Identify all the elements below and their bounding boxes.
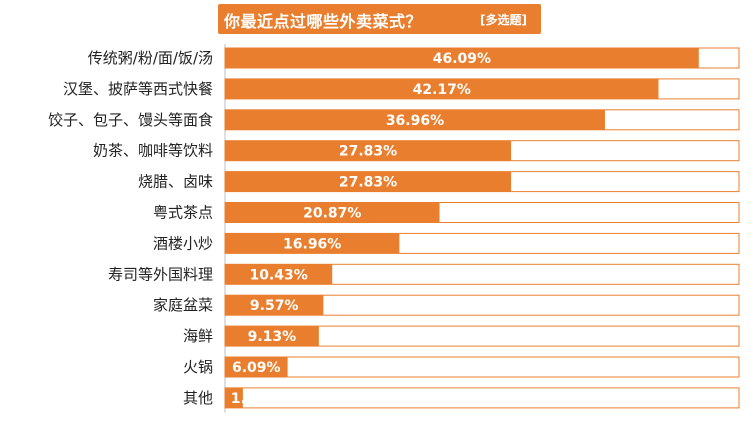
bar [225, 78, 659, 99]
data-label: 20.87% [303, 206, 361, 222]
data-label: 10.43% [249, 267, 307, 283]
data-label: 1.74% [231, 391, 280, 407]
data-label: 9.57% [250, 298, 299, 314]
bar [225, 48, 699, 68]
category-label: 火锅 [183, 358, 213, 376]
bar [225, 295, 324, 316]
category-label: 奶茶、咖啡等饮料 [93, 142, 213, 160]
category-label: 粤式茶点 [153, 204, 213, 222]
bar [225, 140, 512, 161]
bar-track [224, 387, 740, 409]
bar [225, 326, 319, 347]
chart-title-box: 你最近点过哪些外卖菜式？ [多选题] [218, 4, 541, 34]
category-label: 家庭盆菜 [153, 296, 213, 314]
bar [225, 387, 243, 408]
chart-title: 你最近点过哪些外卖菜式？ [224, 12, 423, 31]
category-label: 海鲜 [183, 327, 213, 345]
category-label: 饺子、包子、馒头等面食 [48, 111, 213, 129]
data-label: 16.96% [283, 236, 341, 252]
bar [225, 109, 605, 130]
category-label: 传统粥/粉/面/饭/汤 [88, 49, 213, 67]
data-label: 46.09% [433, 51, 491, 67]
bar [225, 233, 400, 254]
bar [225, 171, 512, 192]
category-label: 寿司等外国料理 [108, 265, 213, 283]
bar-track [224, 356, 740, 378]
category-label: 烧腊、卤味 [138, 173, 213, 191]
chart-subtitle: [多选题] [480, 13, 527, 27]
category-label: 汉堡、披萨等西式快餐 [63, 80, 213, 98]
data-label: 36.96% [386, 113, 444, 129]
category-label: 其他 [183, 389, 213, 407]
data-label: 42.17% [413, 82, 471, 98]
bar [225, 264, 333, 285]
category-label: 酒楼小炒 [153, 234, 213, 252]
bar [225, 202, 440, 223]
data-label: 9.13% [248, 329, 297, 345]
data-label: 27.83% [339, 175, 397, 191]
bar [225, 357, 288, 377]
data-label: 6.09% [232, 360, 281, 376]
data-label: 27.83% [339, 144, 397, 160]
